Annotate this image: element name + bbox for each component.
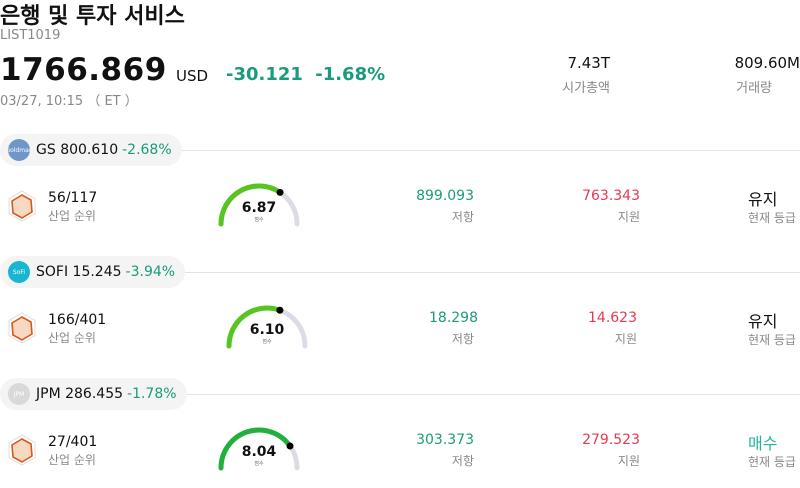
market-cap-label: 시가총액	[562, 81, 610, 96]
stock-price: 800.610	[60, 142, 119, 158]
stock-chip-jpm[interactable]: JPM JPM 286.455 -1.78%	[0, 378, 187, 410]
radar-icon	[8, 312, 36, 344]
stock-change: -1.78%	[127, 386, 177, 402]
industry-rank: 27/401	[48, 434, 98, 450]
industry-rank-label: 산업 순위	[48, 209, 96, 223]
stock-price: 15.245	[72, 264, 122, 280]
ticker: JPM	[36, 386, 61, 402]
row-divider	[0, 394, 800, 395]
index-code: LIST1019	[0, 28, 61, 43]
change-value: -30.121	[226, 64, 303, 85]
price-change: -30.121 -1.68%	[226, 64, 385, 85]
gauge-fill	[226, 305, 283, 349]
support-value: 763.343	[582, 188, 640, 204]
company-logo: JPM	[8, 383, 30, 405]
ticker-price: GS 800.610	[36, 142, 118, 158]
resistance-label: 저항	[451, 332, 474, 346]
resistance-value: 303.373	[416, 432, 474, 448]
industry-rank: 166/401	[48, 312, 107, 328]
logo-text: JPM	[13, 390, 25, 398]
score-gauge	[226, 305, 308, 349]
change-percent: -1.68%	[315, 64, 386, 85]
current-rating: 매수	[748, 434, 778, 453]
support-label: 지원	[614, 332, 637, 346]
ticker: SOFI	[36, 264, 69, 280]
stock-price: 286.455	[65, 386, 124, 402]
support-value: 14.623	[588, 310, 637, 326]
resistance-label: 저항	[451, 454, 474, 468]
radar-icon	[8, 434, 36, 466]
current-rating: 유지	[748, 312, 778, 331]
resistance-value: 899.093	[416, 188, 474, 204]
support-label: 지원	[617, 454, 640, 468]
score-value: 6.10	[249, 322, 285, 338]
company-logo: Goldman	[8, 139, 30, 161]
market-cap-value: 7.43T	[567, 54, 610, 72]
ticker-price: SOFI 15.245	[36, 264, 122, 280]
gauge-fill	[218, 183, 283, 227]
volume-value: 809.60M	[734, 54, 800, 72]
page-title: 은행 및 투자 서비스	[0, 4, 185, 29]
logo-text: Goldman	[8, 146, 30, 154]
score-label: 점수	[262, 339, 272, 345]
volume-label: 거래량	[736, 81, 772, 96]
current-rating-label: 현재 등급	[748, 333, 796, 347]
radar-icon	[8, 190, 36, 222]
resistance-value: 18.298	[429, 310, 478, 326]
gauge-fill	[218, 427, 293, 471]
index-price: 1766.869	[0, 52, 167, 88]
stock-chip-sofi[interactable]: SoFi SOFI 15.245 -3.94%	[0, 256, 186, 288]
industry-rank: 56/117	[48, 190, 98, 206]
gauge-marker	[276, 188, 284, 196]
timestamp: 03/27, 10:15 （ ET ）	[0, 94, 138, 109]
support-label: 지원	[617, 210, 640, 224]
support-value: 279.523	[582, 432, 640, 448]
industry-rank-label: 산업 순위	[48, 331, 96, 345]
stock-chip-gs[interactable]: Goldman GS 800.610 -2.68%	[0, 134, 182, 166]
gauge-marker	[276, 306, 284, 314]
stock-change: -3.94%	[125, 264, 176, 280]
score-gauge	[218, 427, 300, 471]
industry-rank-label: 산업 순위	[48, 453, 96, 467]
score-value: 6.87	[241, 200, 277, 216]
current-rating-label: 현재 등급	[748, 455, 796, 469]
ticker: GS	[36, 142, 56, 158]
ticker-price: JPM 286.455	[36, 386, 123, 402]
gauge-marker	[286, 442, 294, 450]
score-label: 점수	[254, 217, 264, 223]
score-label: 점수	[254, 461, 264, 467]
score-value: 8.04	[241, 444, 277, 460]
resistance-label: 저항	[451, 210, 474, 224]
current-rating: 유지	[748, 190, 778, 209]
logo-text: SoFi	[12, 268, 26, 276]
row-divider	[0, 272, 800, 273]
currency-label: USD	[176, 67, 209, 85]
stock-change: -2.68%	[122, 142, 172, 158]
current-rating-label: 현재 등급	[748, 211, 796, 225]
row-divider	[0, 150, 800, 151]
company-logo: SoFi	[8, 261, 30, 283]
score-gauge	[218, 183, 300, 227]
